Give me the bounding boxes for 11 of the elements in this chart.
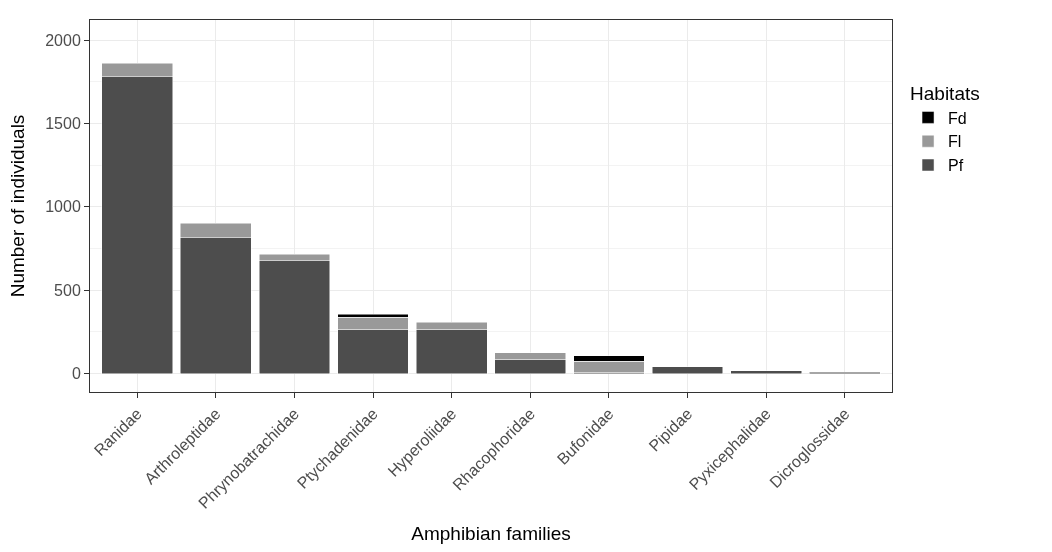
y-tick-label: 0: [71, 365, 81, 383]
legend-title: Habitats: [910, 83, 980, 105]
y-tick-label: 2000: [45, 31, 81, 49]
y-tick-label: 1000: [45, 198, 81, 216]
y-axis-title: Number of individuals: [7, 114, 29, 298]
y-tick-label: 500: [54, 281, 81, 299]
legend-label: Pf: [948, 157, 964, 175]
legend-label: Fl: [948, 133, 962, 151]
x-axis-title: Amphibian families: [411, 522, 571, 544]
y-tick-label: 1500: [45, 115, 81, 133]
legend-label: Fd: [948, 109, 967, 127]
